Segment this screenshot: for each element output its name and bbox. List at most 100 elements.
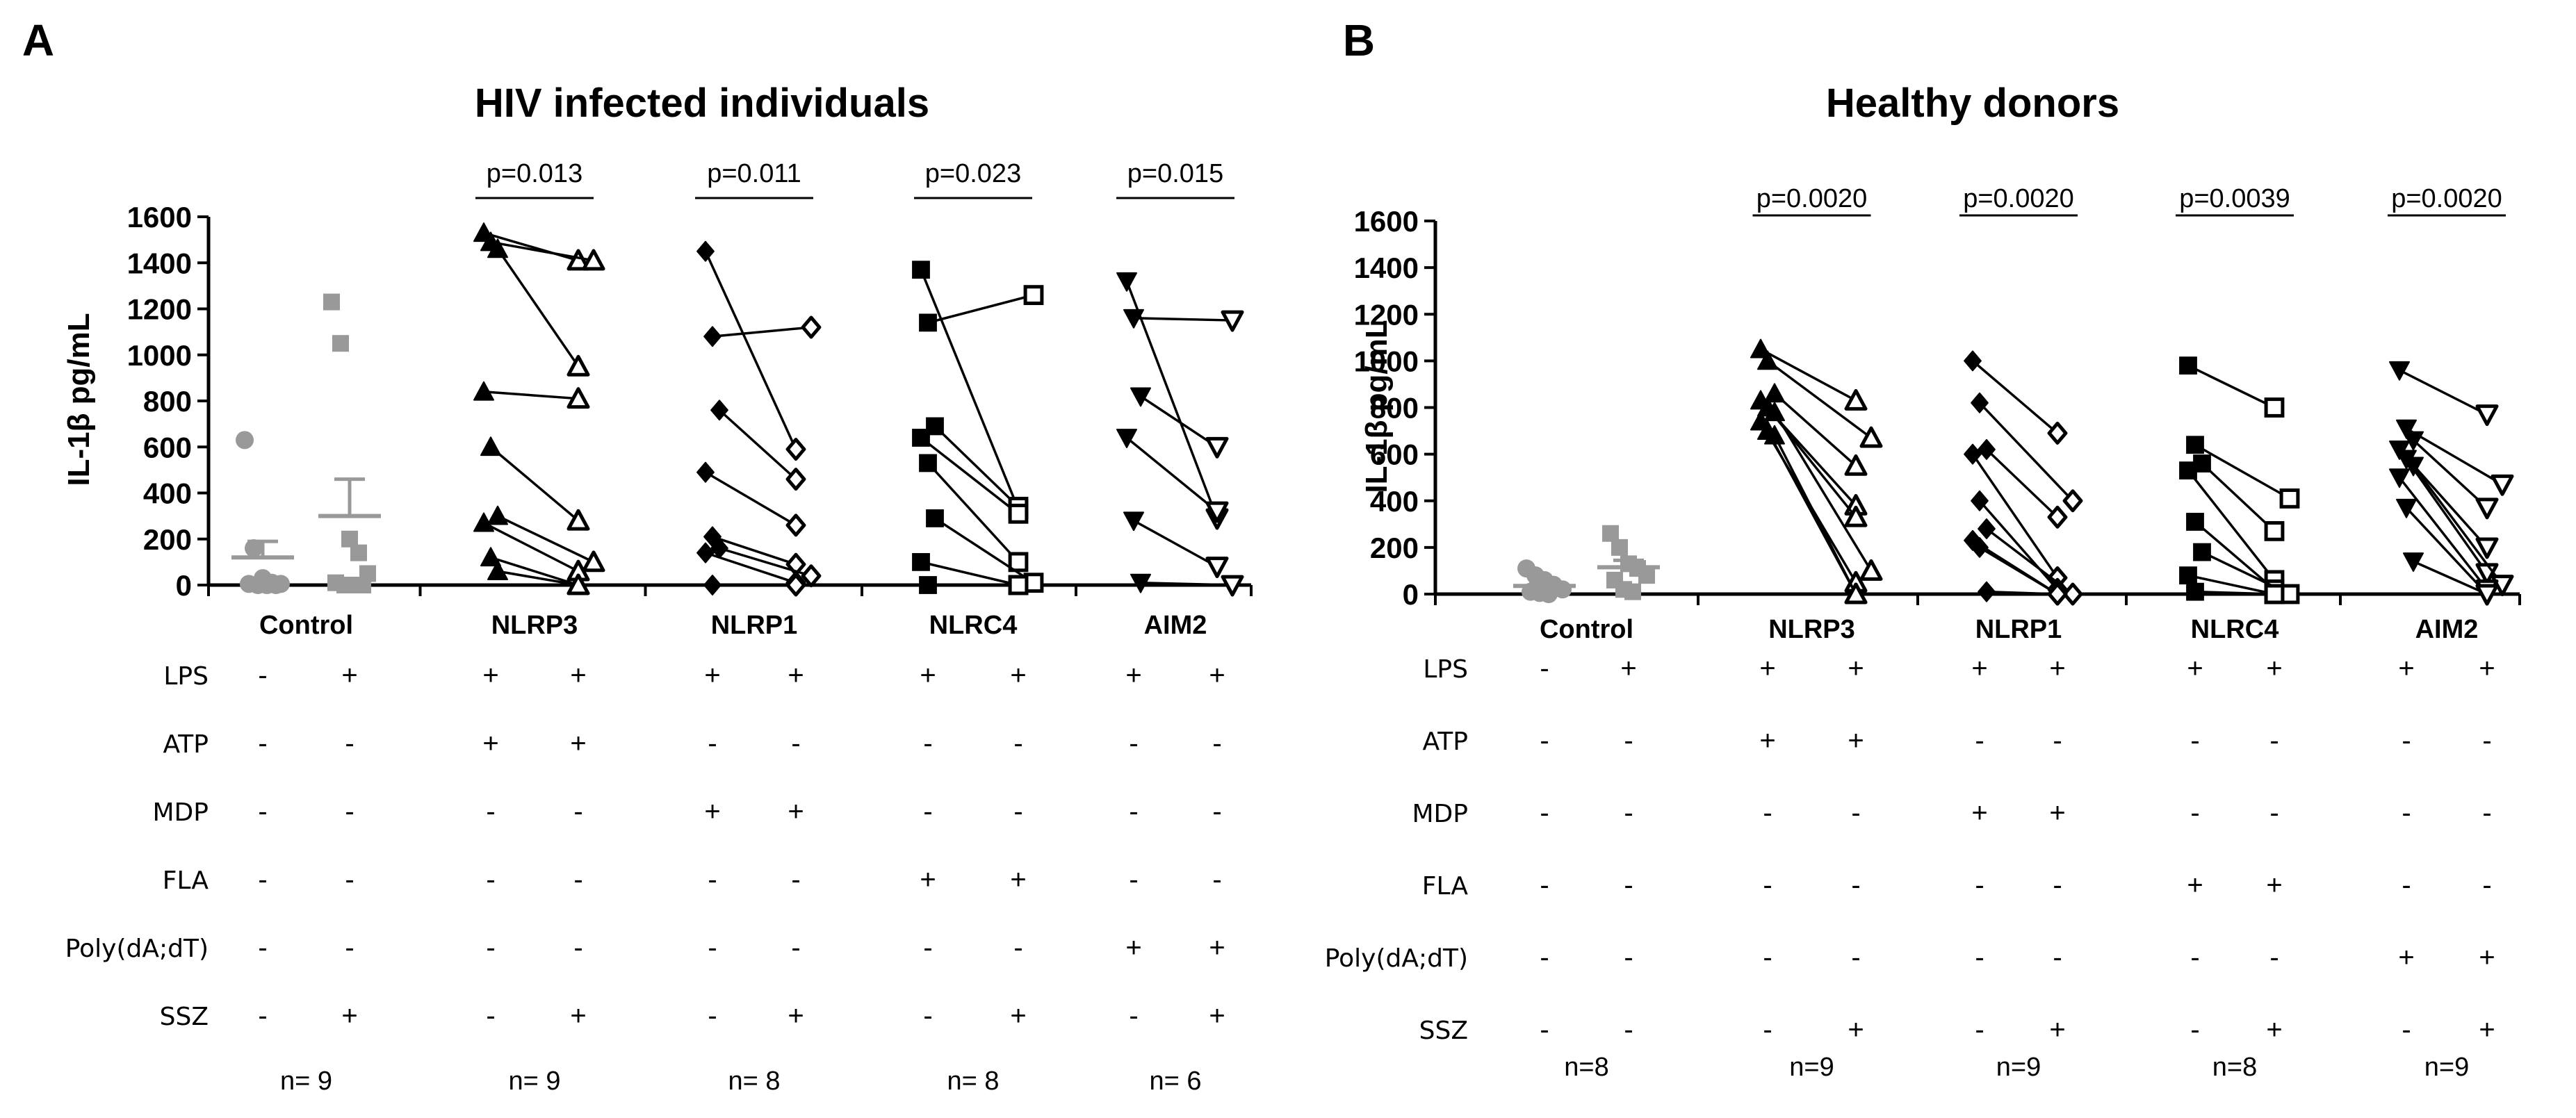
data-point-before: [473, 512, 494, 532]
condition-label: ATP: [1422, 727, 1468, 756]
data-point-after: [1221, 575, 1244, 597]
data-point-before: [1978, 438, 1996, 460]
data-point: [1624, 583, 1641, 600]
group-label: AIM2: [2415, 615, 2479, 644]
condition-sign: -: [1851, 942, 1860, 973]
condition-label: MDP: [1412, 800, 1469, 828]
condition-sign: -: [923, 728, 932, 759]
condition-sign: -: [1851, 870, 1860, 901]
condition-label: MDP: [153, 798, 209, 827]
condition-sign: +: [1620, 653, 1636, 684]
condition-sign: -: [1975, 1014, 1984, 1045]
pair-line: [490, 240, 594, 262]
data-point-before: [1971, 392, 1989, 413]
n-label: n=9: [1789, 1053, 1834, 1082]
y-tick-label: 400: [143, 477, 192, 510]
condition-sign: -: [2053, 942, 2062, 973]
condition-sign: +: [788, 660, 804, 691]
data-point-after: [785, 468, 806, 491]
condition-sign: -: [2482, 725, 2491, 756]
data-point-before: [2403, 457, 2424, 477]
y-tick-label: 1600: [127, 201, 192, 233]
pair-line: [1760, 348, 1857, 402]
data-point-before: [919, 454, 937, 472]
data-point: [354, 577, 371, 593]
condition-sign: +: [2187, 870, 2203, 901]
condition-sign: -: [486, 932, 495, 963]
condition-sign: +: [482, 728, 498, 759]
data-point-after: [2491, 474, 2514, 496]
y-axis-label: IL-1β pg/mL: [62, 313, 96, 486]
condition-sign: -: [708, 864, 717, 895]
data-point-after: [1844, 388, 1868, 411]
data-point-before: [1750, 338, 1771, 359]
data-point-before: [1971, 536, 1989, 558]
group-nlrp1: NLRP1 n= 8 p=0.011: [695, 159, 822, 1096]
condition-sign: +: [341, 660, 357, 691]
group-label: NLRP1: [1975, 615, 2062, 644]
condition-sign: -: [258, 932, 267, 963]
pair-line: [2405, 507, 2488, 595]
condition-sign: +: [570, 660, 586, 691]
group-label: NLRP3: [491, 611, 578, 640]
pair-line: [705, 471, 797, 527]
data-point-before: [710, 400, 728, 421]
n-label: n= 8: [728, 1067, 780, 1096]
panel-title: Healthy donors: [1826, 81, 2119, 126]
y-tick-label: 1600: [1354, 205, 1419, 238]
data-point-before: [696, 240, 715, 262]
data-point-after: [2475, 537, 2499, 559]
condition-sign: -: [923, 932, 932, 963]
condition-sign: -: [2190, 725, 2199, 756]
condition-sign: -: [258, 1001, 267, 1031]
group-label: Control: [1540, 615, 1633, 644]
data-point-before: [2179, 461, 2197, 480]
data-point-after: [582, 550, 605, 573]
data-point-before: [2389, 361, 2410, 381]
y-tick-label: 1200: [127, 293, 192, 326]
condition-sign: +: [2479, 1014, 2495, 1045]
pair-line: [2187, 574, 2275, 595]
pair-line: [1978, 500, 2059, 591]
group-aim2: AIM2 n= 6 p=0.015: [1116, 159, 1244, 1096]
condition-sign: -: [1013, 932, 1022, 963]
condition-label: Poly(dA;dT): [1325, 944, 1468, 973]
data-point-before: [480, 547, 501, 567]
condition-label: SSZ: [1419, 1017, 1468, 1045]
condition-sign: -: [2269, 725, 2279, 756]
condition-sign: -: [258, 728, 267, 759]
pair-line: [483, 391, 579, 400]
condition-sign: +: [1209, 1001, 1225, 1031]
condition-sign: -: [1624, 870, 1633, 901]
condition-row-mdp: MDP - - - - + + - - - -: [1412, 798, 2492, 828]
data-point-before: [1116, 272, 1137, 292]
condition-sign: -: [1013, 796, 1022, 827]
pair-line: [1971, 453, 2059, 579]
data-point-before: [1130, 573, 1151, 593]
condition-sign: -: [573, 864, 582, 895]
pair-line: [1140, 395, 1218, 448]
data-point-after: [582, 249, 605, 271]
condition-sign: +: [2479, 653, 2495, 684]
data-point-before: [2396, 419, 2417, 439]
pair-line: [1125, 436, 1218, 513]
data-point-before: [912, 552, 930, 571]
condition-sign: +: [1848, 653, 1864, 684]
n-label: n=9: [1996, 1053, 2041, 1082]
condition-sign: +: [788, 796, 804, 827]
condition-sign: -: [1129, 728, 1138, 759]
group-control: Control n=8: [1513, 525, 1660, 1082]
condition-row-atp: ATP - - + + - - - - - -: [1422, 725, 2491, 756]
condition-sign: -: [2402, 1014, 2411, 1045]
data-point-after: [1844, 582, 1868, 605]
data-point: [245, 539, 263, 557]
condition-sign: +: [704, 660, 720, 691]
condition-sign: +: [1848, 725, 1864, 756]
pair-line: [2413, 560, 2488, 595]
condition-sign: -: [2402, 870, 2411, 901]
condition-sign: +: [1010, 864, 1026, 895]
condition-sign: +: [2187, 653, 2203, 684]
condition-sign: -: [486, 864, 495, 895]
data-point-before: [1971, 490, 1989, 511]
condition-row-ssz: SSZ - - - + - + - + - +: [1419, 1014, 2495, 1045]
